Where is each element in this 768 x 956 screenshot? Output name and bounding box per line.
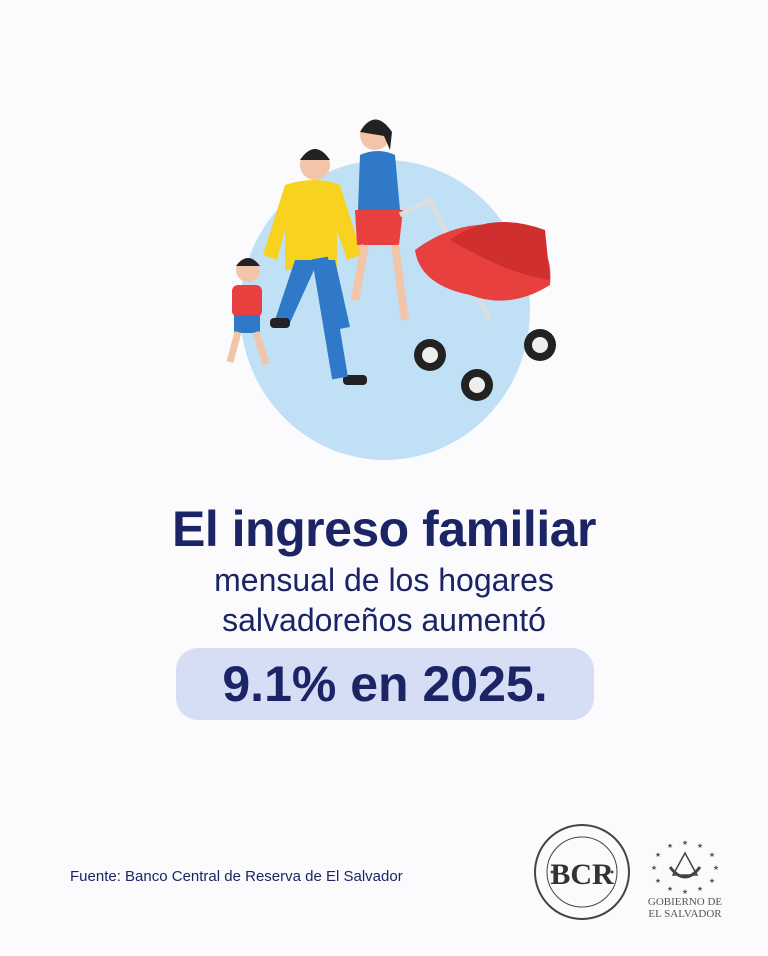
highlight-stat: 9.1% en 2025. — [176, 648, 594, 720]
svg-text:★: ★ — [682, 839, 688, 847]
gobierno-line-2: EL SALVADOR — [648, 908, 722, 920]
svg-text:★: ★ — [682, 888, 688, 896]
headline-line-1: mensual de los hogares — [214, 562, 554, 598]
stroller — [398, 196, 556, 401]
svg-text:★: ★ — [655, 851, 661, 859]
svg-text:★: ★ — [697, 842, 703, 850]
gobierno-logo-text: GOBIERNO DE EL SALVADOR — [640, 896, 730, 920]
svg-text:★: ★ — [655, 877, 661, 885]
gobierno-el-salvador-emblem: ★ ★ ★ ★ ★ ★ ★ ★ ★ ★ ★ ★ — [651, 839, 719, 896]
headline-line-2: salvadoreños aumentó — [222, 602, 546, 638]
headline-title: El ingreso familiar — [172, 501, 596, 557]
svg-text:★: ★ — [697, 885, 703, 893]
family-walking-illustration — [226, 119, 556, 460]
svg-text:★: ★ — [709, 851, 715, 859]
child-figure — [226, 258, 270, 366]
svg-text:★: ★ — [651, 864, 657, 872]
mother-figure — [351, 119, 409, 321]
svg-text:BCR: BCR — [550, 858, 614, 891]
bcr-logo: BCR — [534, 824, 630, 920]
source-note: Fuente: Banco Central de Reserva de El S… — [70, 868, 403, 885]
father-figure — [263, 149, 367, 385]
svg-text:★: ★ — [667, 842, 673, 850]
svg-text:★: ★ — [667, 885, 673, 893]
gobierno-line-1: GOBIERNO DE — [647, 896, 723, 908]
svg-text:★: ★ — [709, 877, 715, 885]
svg-text:★: ★ — [713, 864, 719, 872]
